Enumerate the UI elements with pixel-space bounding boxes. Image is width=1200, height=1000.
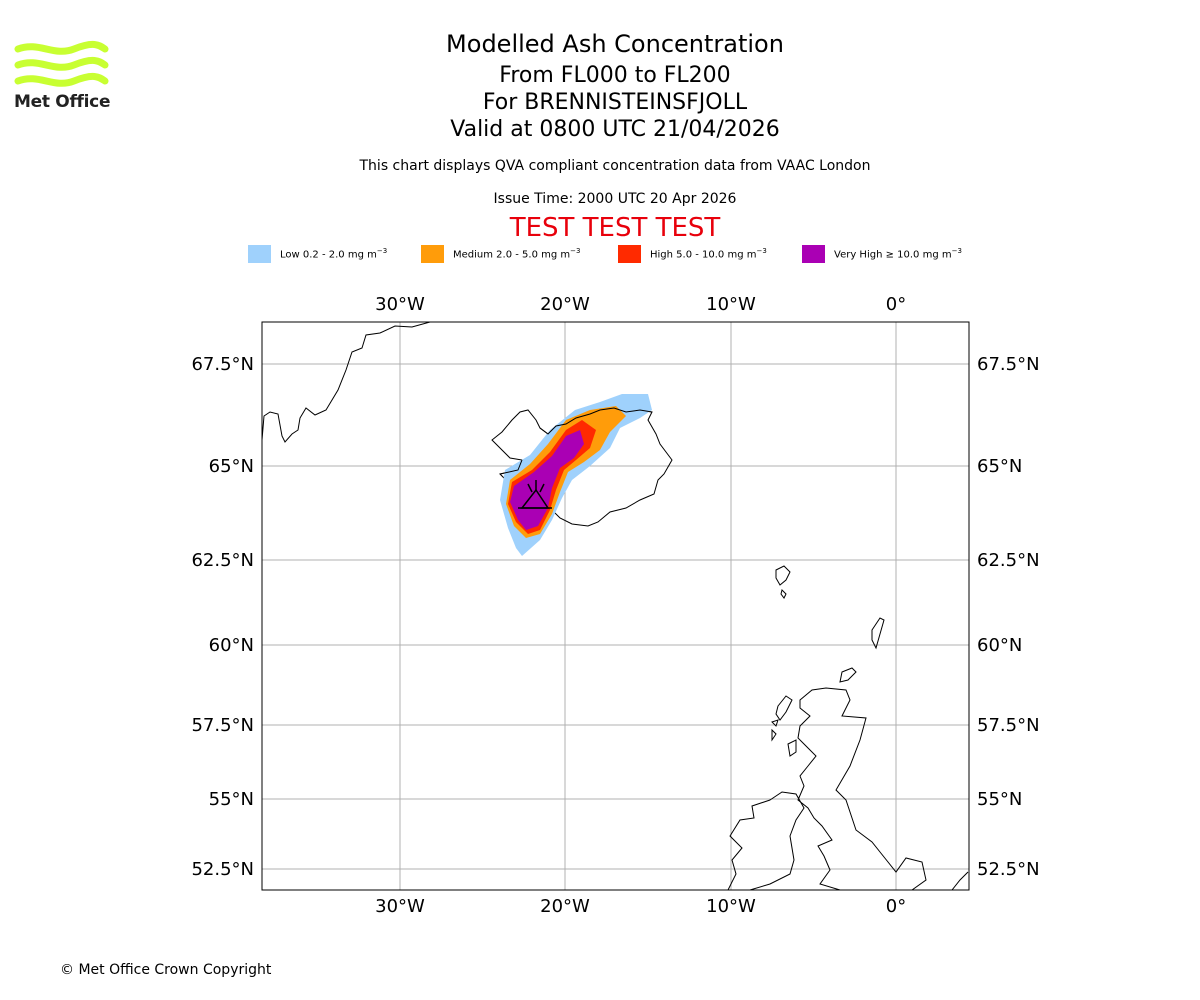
chart-title: Modelled Ash Concentration bbox=[446, 30, 784, 58]
hebrides-coastline bbox=[771, 695, 797, 757]
lon-tick-bottom: 20°W bbox=[540, 896, 590, 917]
lon-tick-bottom: 10°W bbox=[706, 896, 756, 917]
lon-tick-top: 0° bbox=[886, 294, 906, 315]
iceland-coastline-overlay bbox=[499, 407, 653, 475]
lat-tick-right: 60°N bbox=[977, 635, 1022, 656]
lat-tick-right: 67.5°N bbox=[977, 354, 1040, 375]
lat-tick-left: 52.5°N bbox=[191, 859, 254, 880]
lat-tick-right: 52.5°N bbox=[977, 859, 1040, 880]
legend-swatch-high bbox=[618, 245, 641, 263]
legend-label-high: High 5.0 - 10.0 mg m−3 bbox=[650, 247, 767, 261]
lon-tick-bottom: 30°W bbox=[375, 896, 425, 917]
valid-time: Valid at 0800 UTC 21/04/2026 bbox=[450, 117, 780, 142]
lat-tick-left: 67.5°N bbox=[191, 354, 254, 375]
flight-levels: From FL000 to FL200 bbox=[499, 63, 731, 88]
britain-coastline bbox=[797, 687, 927, 890]
legend-item-high: High 5.0 - 10.0 mg m−3 bbox=[618, 244, 767, 264]
met-office-logo bbox=[14, 40, 109, 87]
ireland-coastline bbox=[727, 791, 805, 890]
legend-swatch-medium bbox=[421, 245, 444, 263]
shetland-coastline bbox=[839, 617, 885, 683]
lon-tick-top: 30°W bbox=[375, 294, 425, 315]
lat-tick-left: 62.5°N bbox=[191, 550, 254, 571]
legend-swatch-very-high bbox=[802, 245, 825, 263]
continent-coastline bbox=[951, 871, 969, 890]
lat-tick-left: 57.5°N bbox=[191, 715, 254, 736]
legend-label-very-high: Very High ≥ 10.0 mg m−3 bbox=[834, 247, 962, 261]
lat-tick-left: 65°N bbox=[209, 456, 254, 477]
lon-tick-top: 20°W bbox=[540, 294, 590, 315]
legend-item-very-high: Very High ≥ 10.0 mg m−3 bbox=[802, 244, 962, 264]
legend-label-medium: Medium 2.0 - 5.0 mg m−3 bbox=[453, 247, 581, 261]
greenland-coastline bbox=[262, 322, 431, 443]
lat-tick-right: 62.5°N bbox=[977, 550, 1040, 571]
map-gridlines bbox=[262, 322, 969, 890]
met-office-logo-text: Met Office bbox=[14, 92, 111, 112]
test-banner: TEST TEST TEST bbox=[509, 213, 721, 243]
map-frame bbox=[261, 321, 970, 891]
lon-tick-bottom: 0° bbox=[886, 896, 906, 917]
legend-swatch-low bbox=[248, 245, 271, 263]
lon-tick-top: 10°W bbox=[706, 294, 756, 315]
faroe-coastline bbox=[775, 565, 791, 599]
copyright-notice: © Met Office Crown Copyright bbox=[60, 962, 272, 978]
lat-tick-left: 55°N bbox=[209, 789, 254, 810]
legend-label-low: Low 0.2 - 2.0 mg m−3 bbox=[280, 247, 388, 261]
legend-item-low: Low 0.2 - 2.0 mg m−3 bbox=[248, 244, 387, 264]
volcano-icon bbox=[518, 480, 552, 509]
lat-tick-right: 57.5°N bbox=[977, 715, 1040, 736]
chart-note: This chart displays QVA compliant concen… bbox=[359, 158, 871, 174]
issue-time: Issue Time: 2000 UTC 20 Apr 2026 bbox=[493, 191, 737, 207]
ash-very-high-area bbox=[510, 430, 584, 530]
volcano-name: For BRENNISTEINSFJOLL bbox=[482, 90, 748, 115]
legend-item-medium: Medium 2.0 - 5.0 mg m−3 bbox=[421, 244, 580, 264]
lat-tick-left: 60°N bbox=[209, 635, 254, 656]
lat-tick-right: 55°N bbox=[977, 789, 1022, 810]
lat-tick-right: 65°N bbox=[977, 456, 1022, 477]
